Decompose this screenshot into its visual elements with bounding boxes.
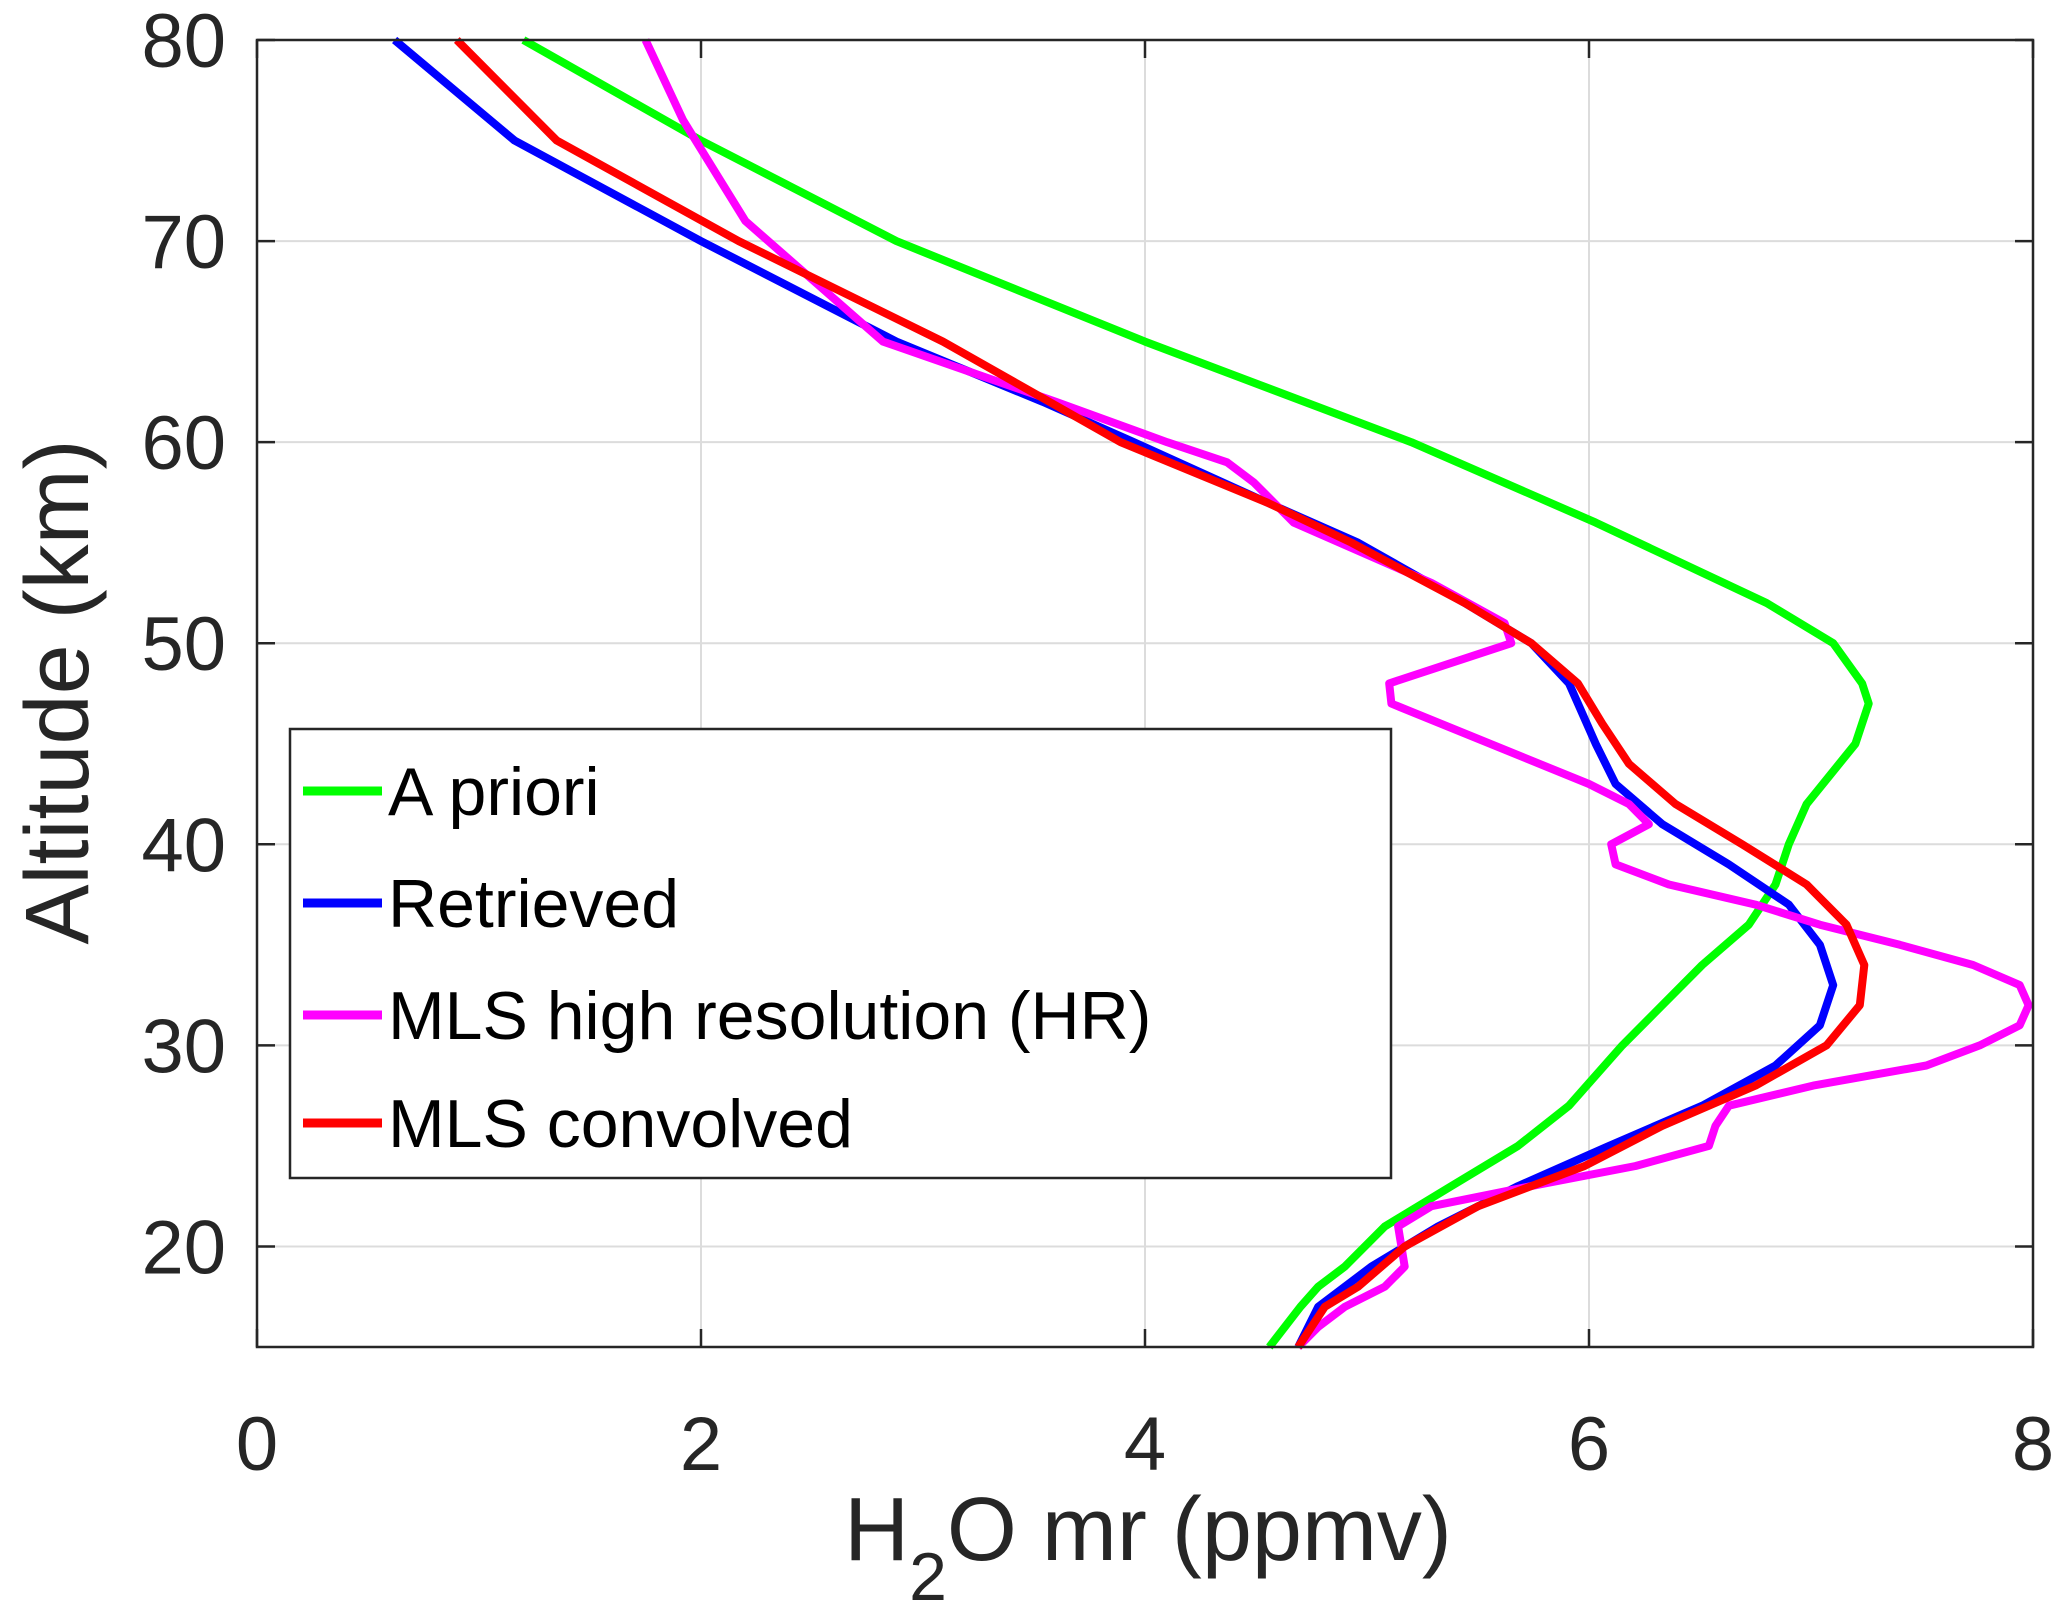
x-tick-label: 4 [1124,1402,1166,1487]
legend-box [288,727,1393,1180]
x-tick-label: 8 [2012,1402,2054,1487]
x-tick-label: 0 [236,1402,278,1487]
y-tick-label: 40 [141,803,226,888]
series-line-mls-convolved [453,37,1869,1350]
y-tick-label: 30 [141,1004,226,1089]
y-tick-label: 20 [141,1205,226,1290]
x-tick-label: 2 [680,1402,722,1487]
y-axis-label: Altitude (km) [8,439,108,944]
x-tick-label: 6 [1568,1402,1610,1487]
y-tick-label: 70 [141,200,226,285]
x-axis-label: H2O mr (ppmv) [844,1480,1452,1615]
legend-label: A priori [388,754,600,830]
legend-label: MLS convolved [388,1086,853,1162]
legend-label: Retrieved [388,866,679,942]
series-line-a-priori [521,36,1873,1350]
legend: A priori Retrieved MLS high resolution (HR… [288,727,1393,1180]
series-lines [392,36,2033,1350]
legend-label: MLS high resolution (HR) [388,978,1151,1054]
y-tick-label: 60 [141,401,226,486]
y-tick-label: 80 [141,0,226,84]
axis-ticks: 0 2 4 6 8 20 30 40 50 60 70 80 [141,0,2054,1487]
y-tick-label: 50 [141,602,226,687]
